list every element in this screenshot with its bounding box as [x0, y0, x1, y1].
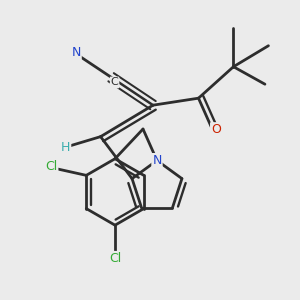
- Text: H: H: [61, 141, 70, 154]
- Text: O: O: [211, 123, 221, 136]
- Text: N: N: [152, 154, 162, 167]
- Text: C: C: [111, 77, 119, 88]
- Text: Cl: Cl: [109, 252, 121, 265]
- Text: N: N: [71, 46, 81, 59]
- Text: Cl: Cl: [45, 160, 57, 173]
